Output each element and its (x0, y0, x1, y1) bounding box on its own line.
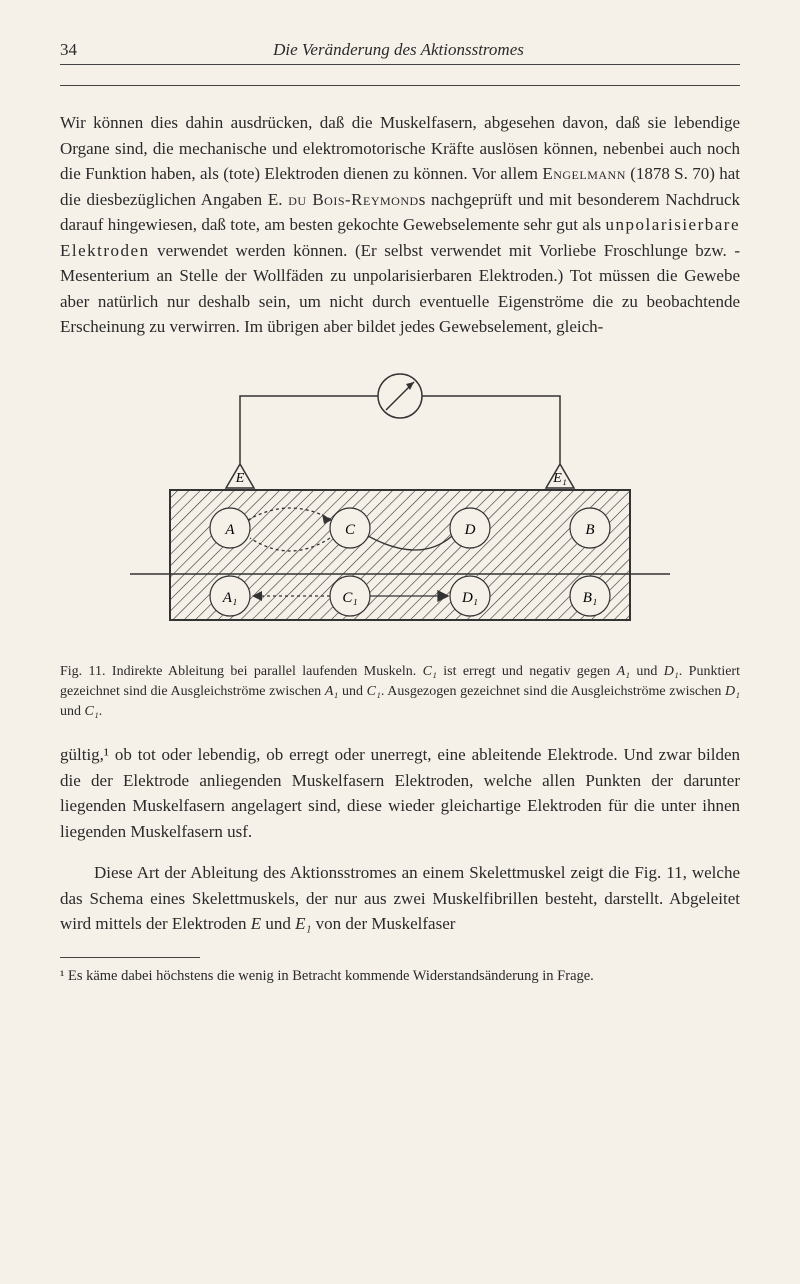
body-text-2: gültig,¹ ob tot oder lebendig, ob erregt… (60, 742, 740, 937)
page-header: 34 Die Veränderung des Aktionsstromes (60, 40, 740, 65)
svg-text:C₁: C₁ (342, 590, 357, 606)
footnote: ¹ Es käme dabei höchstens die wenig in B… (60, 966, 740, 987)
page: 34 Die Veränderung des Aktionsstromes Wi… (0, 0, 800, 1047)
name-bois-reymond: Bois-Reymond (312, 190, 418, 209)
figure-caption: Fig. 11. Indirekte Ableitung bei paralle… (60, 662, 740, 723)
paragraph-3: Diese Art der Ableitung des Aktionsstrom… (60, 860, 740, 937)
header-rule (60, 85, 740, 86)
body-text: Wir können dies dahin ausdrücken, daß di… (60, 110, 740, 340)
figure-11: E E₁ A C D B A₁ C₁ (60, 368, 740, 723)
svg-text:A: A (224, 522, 235, 538)
running-title: Die Veränderung des Aktionsstromes (77, 40, 720, 60)
svg-text:E: E (235, 471, 245, 486)
svg-text:B₁: B₁ (583, 590, 597, 606)
svg-text:D: D (464, 522, 476, 538)
galvanometer-icon (378, 374, 422, 418)
footnote-separator (60, 957, 200, 958)
name-engelmann: Engelmann (542, 164, 626, 183)
svg-text:A₁: A₁ (222, 590, 237, 606)
svg-text:B: B (585, 522, 594, 538)
paragraph-2: gültig,¹ ob tot oder lebendig, ob erregt… (60, 742, 740, 844)
svg-text:E₁: E₁ (552, 471, 566, 486)
svg-text:C: C (345, 522, 356, 538)
figure-svg: E E₁ A C D B A₁ C₁ (130, 368, 670, 648)
paragraph-1: Wir können dies dahin ausdrücken, daß di… (60, 110, 740, 340)
svg-text:D₁: D₁ (461, 590, 478, 606)
page-number: 34 (60, 40, 77, 60)
